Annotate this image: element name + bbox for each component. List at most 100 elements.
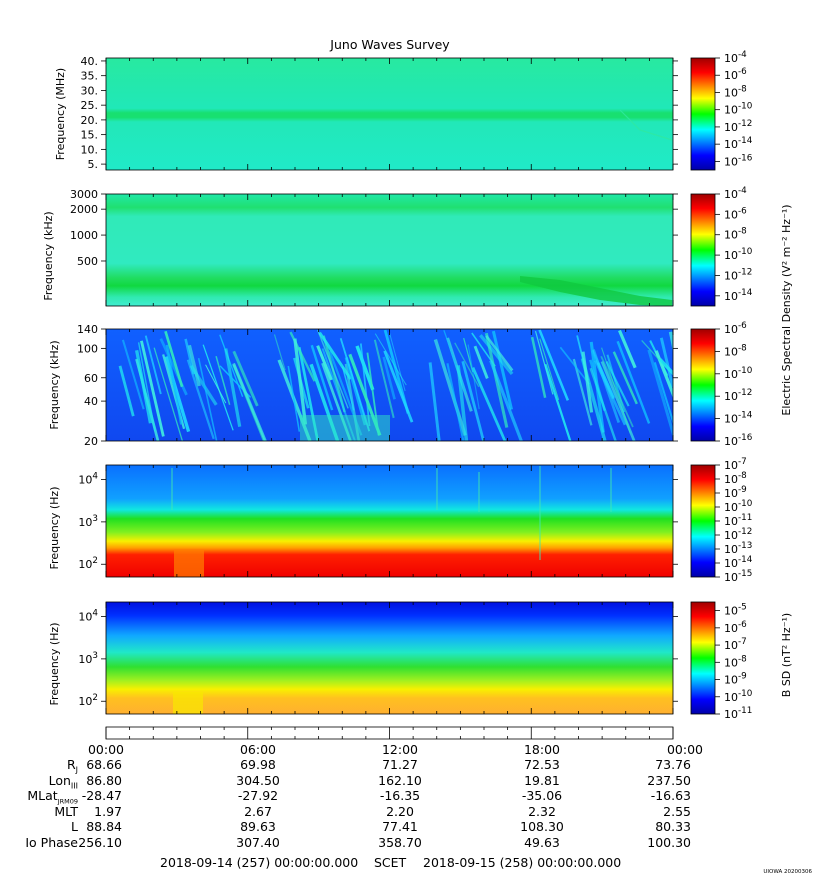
panel-1-ytick: 40. — [81, 55, 99, 68]
ephemeris-value: 162.10 — [378, 772, 422, 788]
colorbar-4-tick: 10-11 — [724, 513, 752, 528]
burst-streak — [205, 364, 227, 404]
colorbar-2-tick: 10-8 — [724, 227, 747, 242]
panel-1-ytick: 25. — [81, 99, 99, 112]
ephemeris-value: 304.50 — [236, 772, 280, 788]
colorbar-1-tick: 10-8 — [724, 84, 747, 99]
ephemeris-label: L — [71, 819, 78, 834]
burst-streak — [612, 351, 638, 405]
panel-1-ytick: 35. — [81, 70, 99, 83]
colorbar-1-tick: 10-4 — [724, 50, 747, 65]
ephemeris-value: 49.63 — [524, 834, 560, 850]
burst-streak — [616, 340, 651, 424]
panel-1-ytick: 30. — [81, 84, 99, 97]
footer-stamp: UIOWA 20200306 — [763, 869, 812, 875]
ephemeris-value: 73.76 — [655, 757, 691, 772]
colorbar-4-tick: 10-12 — [724, 527, 752, 542]
panel-5-feature — [173, 692, 203, 714]
burst-streak — [293, 338, 308, 425]
colorbar-5 — [690, 601, 716, 715]
panel-4-feature — [174, 549, 204, 577]
panel-4-ytick: 104 — [78, 472, 98, 487]
ephemeris-value: 77.41 — [382, 819, 418, 834]
burst-streak — [653, 362, 673, 425]
colorbar-4-tick: 10-7 — [724, 457, 747, 472]
burst-streak — [341, 366, 355, 411]
panel-1-ytick: 20. — [81, 114, 99, 127]
burst-streak — [165, 344, 183, 425]
panel-4-ytick: 103 — [78, 514, 98, 529]
colorbar-2-tick: 10-14 — [724, 288, 753, 303]
burst-streak — [121, 339, 145, 410]
panel-2-ylabel: Frequency (kHz) — [42, 211, 55, 300]
burst-streak — [530, 336, 547, 398]
panel-5-ytick: 104 — [78, 609, 98, 624]
colorbar-3-tick: 10-8 — [724, 343, 747, 358]
burst-streak — [273, 334, 286, 371]
panel-2-ytick: 2000 — [70, 203, 98, 216]
burst-streak — [373, 339, 395, 419]
burst-streak — [489, 360, 523, 441]
panel-1-ytick: 15. — [81, 129, 99, 142]
ephemeris-value: 19.81 — [524, 772, 560, 788]
burst-streak — [215, 355, 231, 406]
burst-streak — [461, 360, 485, 441]
burst-streak — [383, 350, 414, 423]
colorbar-5-tick: 10-6 — [724, 620, 747, 635]
colorbar-1-tick: 10-6 — [724, 67, 747, 82]
panel-3-ylabel: Frequency (kHz) — [48, 340, 61, 429]
burst-streak — [382, 356, 396, 400]
colorbar-1-tick: 10-12 — [724, 119, 752, 134]
ephemeris-value: 2.20 — [386, 803, 414, 819]
ephemeris-value: 72.53 — [524, 757, 560, 772]
ephemeris-value: 68.66 — [86, 757, 122, 772]
ephemeris-value: 100.30 — [647, 834, 691, 850]
colorbar-3-tick: 10-12 — [724, 388, 752, 403]
ephemeris-label: RJ — [66, 757, 78, 775]
burst-streak — [596, 362, 615, 400]
ephemeris-label: Io Phase — [25, 834, 78, 850]
burst-streak — [359, 343, 371, 427]
colorbar-title-bsd: B SD (nT² Hz⁻¹) — [780, 613, 793, 697]
panel-2-ytick: 3000 — [70, 188, 98, 201]
colorbar-1-tick: 10-10 — [724, 102, 753, 117]
time-label: 00:00 — [666, 742, 704, 757]
burst-streak — [454, 342, 480, 388]
time-label: 00:00 — [87, 742, 125, 757]
ephemeris-value: -27.92 — [237, 788, 279, 803]
burst-streak — [600, 355, 634, 428]
panel-5-ylabel: Frequency (Hz) — [48, 623, 61, 706]
ephemeris-value: 80.33 — [655, 819, 691, 834]
footer-scet: SCET — [374, 855, 407, 870]
colorbar-4-tick: 10-13 — [724, 541, 752, 556]
colorbar-5-tick: 10-10 — [724, 689, 753, 704]
colorbar-title-esd: Electric Spectral Density (V² m⁻² Hz⁻¹) — [780, 204, 793, 415]
burst-streak — [153, 347, 184, 441]
colorbar-1-tick: 10-16 — [724, 153, 753, 168]
panel-4-ylabel: Frequency (Hz) — [48, 487, 61, 570]
burst-streak — [559, 346, 591, 385]
ephemeris-value: 1.97 — [94, 803, 122, 819]
burst-streak — [647, 349, 673, 439]
burst-streak — [118, 365, 135, 417]
burst-streak — [317, 329, 349, 409]
burst-streak — [310, 344, 334, 411]
burst-streak — [428, 362, 441, 441]
burst-streak — [202, 344, 234, 431]
burst-streak — [140, 340, 165, 437]
ephemeris-value: 2.55 — [663, 803, 691, 819]
panel-4-ytick: 102 — [78, 556, 98, 571]
burst-streak — [443, 329, 467, 394]
ephemeris-value: 358.70 — [378, 834, 422, 850]
ephemeris-value: 2.32 — [528, 803, 556, 819]
burst-streak — [479, 334, 514, 376]
burst-streak — [471, 367, 507, 441]
colorbar-4-tick: 10-15 — [724, 569, 752, 584]
ephemeris-value: 69.98 — [240, 757, 276, 772]
panel-3-ytick: 60 — [84, 372, 98, 385]
ephemeris-value: -16.35 — [379, 788, 421, 803]
colorbar-2-tick: 10-10 — [724, 247, 753, 262]
ephemeris-label: LonIII — [48, 772, 78, 791]
colorbar-2-tick: 10-4 — [724, 186, 747, 201]
burst-streak — [581, 351, 594, 413]
